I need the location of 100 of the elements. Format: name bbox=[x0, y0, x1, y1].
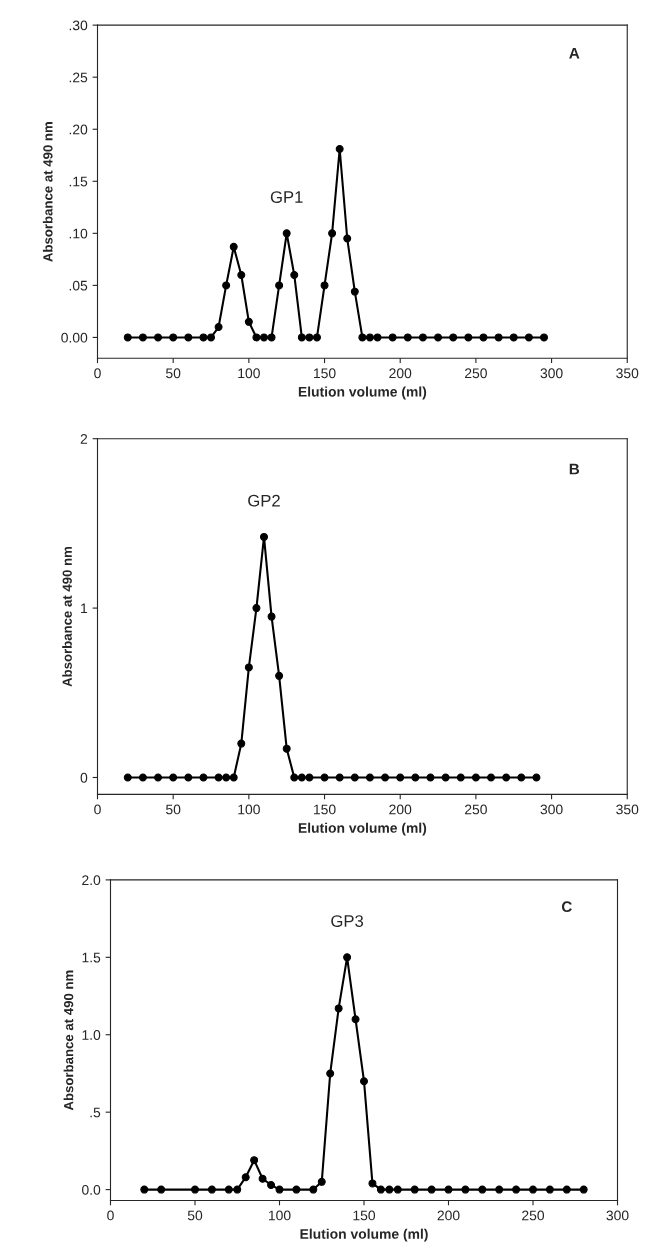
point bbox=[241, 1173, 250, 1182]
point bbox=[191, 1185, 199, 1194]
point bbox=[260, 333, 268, 342]
y-tick-label: 2.0 bbox=[82, 875, 101, 886]
point bbox=[199, 773, 208, 782]
x-tick-label: 250 bbox=[522, 1210, 545, 1221]
point bbox=[252, 333, 261, 342]
point bbox=[396, 773, 405, 782]
point bbox=[267, 612, 276, 621]
point bbox=[524, 333, 533, 342]
point bbox=[350, 287, 359, 296]
y-axis-title: Absorbance at 490 nm bbox=[42, 122, 53, 262]
point bbox=[328, 229, 337, 238]
point bbox=[184, 773, 193, 782]
x-tick-label: 250 bbox=[465, 368, 487, 379]
x-tick-label: 250 bbox=[465, 804, 487, 815]
point bbox=[427, 1185, 436, 1194]
point bbox=[461, 1185, 470, 1194]
point bbox=[376, 1185, 385, 1194]
point bbox=[381, 773, 390, 782]
y-tick-label: 2 bbox=[80, 434, 88, 444]
y-tick-label: 0.00 bbox=[61, 332, 88, 343]
point bbox=[267, 1180, 276, 1189]
x-axis-title: Elution volume (ml) bbox=[300, 1228, 428, 1242]
x-tick-label: 50 bbox=[166, 804, 181, 815]
point bbox=[540, 333, 548, 342]
point bbox=[169, 773, 178, 782]
point bbox=[532, 773, 541, 782]
y-tick-label: 0 bbox=[80, 772, 88, 783]
point bbox=[229, 242, 238, 251]
point bbox=[464, 333, 473, 342]
point bbox=[252, 604, 261, 613]
point bbox=[487, 773, 496, 782]
text: A bbox=[569, 47, 580, 59]
point bbox=[509, 333, 518, 342]
annotation: GP1 bbox=[270, 191, 303, 203]
point bbox=[411, 773, 420, 782]
point bbox=[297, 333, 306, 342]
y-tick-label: .30 bbox=[69, 20, 88, 31]
point bbox=[138, 773, 147, 782]
x-tick-label: 300 bbox=[606, 1210, 629, 1221]
point bbox=[471, 773, 480, 782]
point bbox=[512, 1185, 521, 1194]
y-tick-label: .20 bbox=[69, 124, 88, 135]
x-tick-label: 200 bbox=[389, 804, 412, 815]
point bbox=[579, 1185, 588, 1194]
point bbox=[275, 281, 284, 290]
point bbox=[334, 1004, 343, 1013]
point bbox=[358, 333, 367, 342]
point bbox=[282, 744, 291, 753]
point bbox=[123, 333, 132, 342]
point bbox=[317, 1177, 326, 1186]
point bbox=[123, 773, 132, 782]
point bbox=[222, 773, 231, 782]
point bbox=[138, 333, 147, 342]
x-tick-label: 150 bbox=[314, 368, 336, 379]
point bbox=[312, 333, 321, 342]
point bbox=[478, 1185, 487, 1194]
point bbox=[343, 234, 352, 243]
point bbox=[305, 333, 314, 342]
point bbox=[169, 333, 178, 342]
x-tick-label: 350 bbox=[616, 804, 639, 815]
point bbox=[326, 1069, 335, 1078]
point bbox=[335, 773, 344, 782]
point bbox=[479, 333, 488, 342]
x-tick-label: 0 bbox=[107, 1210, 114, 1221]
point bbox=[154, 773, 163, 782]
y-tick-label: .10 bbox=[69, 228, 88, 239]
x-tick-label: 100 bbox=[238, 804, 260, 815]
point bbox=[426, 773, 435, 782]
x-tick-label: 200 bbox=[437, 1210, 460, 1221]
y-tick-label: 1.5 bbox=[82, 952, 101, 963]
y-tick-label: .5 bbox=[90, 1107, 101, 1118]
y-axis-title: Absorbance at 490 nm bbox=[63, 970, 74, 1111]
point bbox=[305, 773, 314, 782]
annotation: GP3 bbox=[331, 915, 364, 927]
x-tick-label: 100 bbox=[268, 1210, 291, 1221]
point bbox=[449, 333, 458, 342]
point bbox=[320, 773, 329, 782]
point bbox=[184, 333, 193, 342]
point bbox=[292, 1185, 301, 1194]
point bbox=[290, 773, 299, 782]
point bbox=[154, 333, 163, 342]
point bbox=[365, 333, 374, 342]
point bbox=[244, 317, 253, 326]
point bbox=[244, 663, 253, 672]
point bbox=[320, 281, 329, 290]
x-axis-title: Elution volume (ml) bbox=[298, 822, 427, 836]
point bbox=[517, 773, 526, 782]
point bbox=[441, 773, 450, 782]
point bbox=[343, 953, 352, 962]
x-axis-title: Elution volume (ml) bbox=[298, 386, 427, 400]
point bbox=[275, 1185, 284, 1194]
y-tick-label: 0.0 bbox=[82, 1184, 101, 1195]
point bbox=[562, 1185, 571, 1194]
point bbox=[297, 773, 306, 782]
x-tick-label: 100 bbox=[238, 368, 260, 379]
point bbox=[207, 333, 216, 342]
point bbox=[199, 333, 208, 342]
point bbox=[494, 333, 503, 342]
